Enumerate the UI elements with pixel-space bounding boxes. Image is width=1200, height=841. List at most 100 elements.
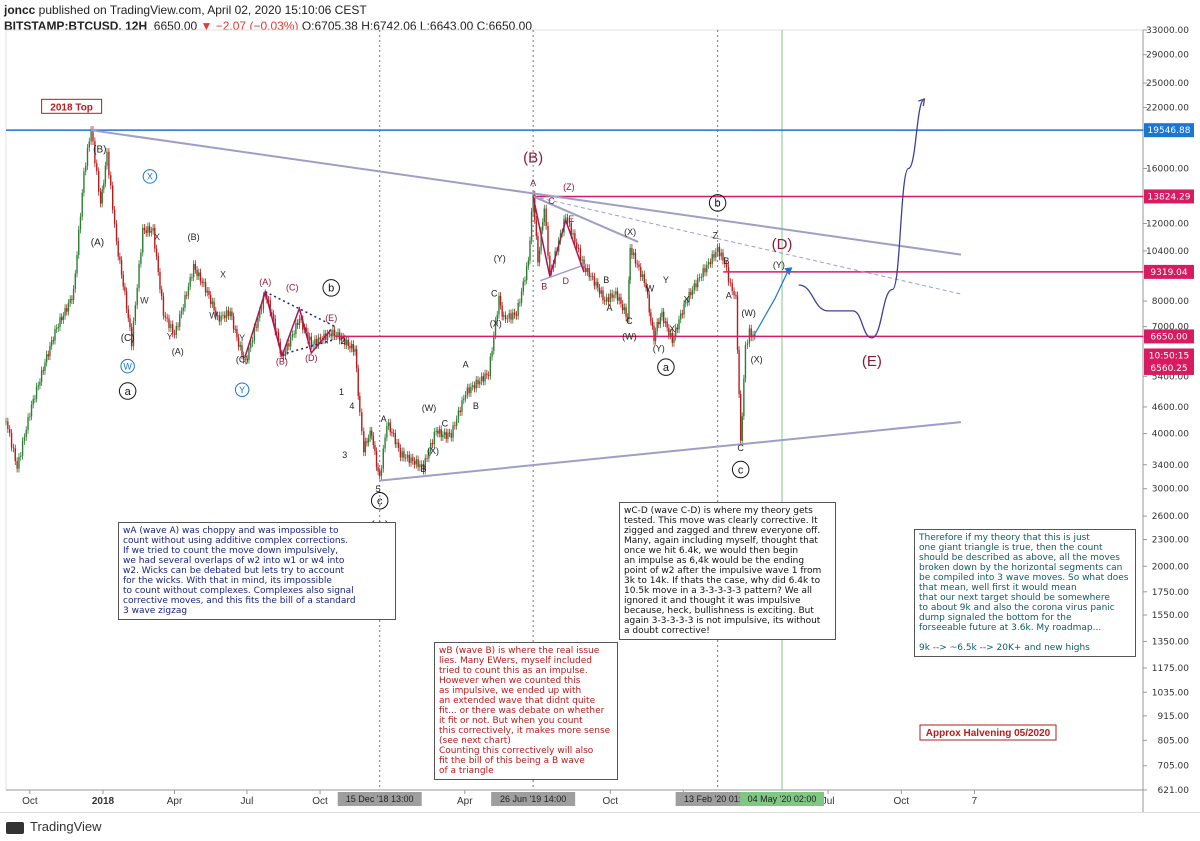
- wave-label: (A): [259, 277, 271, 287]
- price-tag-label: 6650.00: [1150, 332, 1187, 342]
- candle-body: [527, 260, 530, 266]
- candle-body: [67, 302, 70, 312]
- candle-body: [602, 290, 604, 301]
- wave-label: (B): [188, 232, 200, 242]
- y-tick-label: 2600.00: [1152, 512, 1189, 522]
- tradingview-logo[interactable]: TradingView: [6, 819, 102, 834]
- tag-halving: Approx Halvening 05/2020: [926, 728, 1051, 739]
- candle-body: [574, 233, 576, 243]
- candle-body: [9, 428, 11, 433]
- candle-body: [452, 425, 454, 438]
- candle-body: [234, 329, 236, 330]
- candle-body: [83, 171, 85, 193]
- projection-path: [753, 269, 789, 336]
- candle-body: [366, 441, 368, 443]
- candle-body: [250, 342, 252, 349]
- candle-body: [286, 343, 288, 352]
- projection-arrowhead: [784, 267, 793, 276]
- candle-body: [632, 252, 635, 256]
- trend-line: [281, 338, 336, 356]
- candle-body: [615, 291, 617, 295]
- x-highlight-box: [675, 792, 760, 806]
- candle-body: [668, 327, 670, 336]
- wave-label: A: [726, 291, 732, 301]
- candle-body: [289, 336, 292, 347]
- wave-label: 3: [342, 450, 347, 460]
- x-highlight-box: [740, 792, 825, 806]
- x-tick-label: 2018: [92, 796, 115, 807]
- candle-body: [21, 441, 24, 456]
- candle-body: [150, 230, 153, 233]
- wave-label: D: [563, 276, 570, 286]
- wave-label: E: [568, 214, 574, 224]
- candle-body: [45, 354, 48, 363]
- candle-body: [103, 183, 105, 190]
- y-tick-label: 1035.00: [1152, 688, 1189, 698]
- candle-body: [349, 345, 351, 349]
- candle-body: [673, 336, 675, 343]
- candle-body: [743, 378, 745, 417]
- candle-body: [401, 451, 403, 458]
- candle-body: [380, 468, 383, 476]
- candle-body: [506, 318, 509, 320]
- candle-body: [397, 442, 400, 448]
- candle-body: [295, 323, 297, 334]
- candle-body: [134, 305, 137, 322]
- candle-body: [357, 368, 359, 397]
- candle-body: [686, 301, 689, 303]
- author-name[interactable]: joncc: [4, 3, 36, 17]
- candle-body: [394, 433, 397, 445]
- y-tick-label: 3400.00: [1152, 461, 1189, 471]
- x-tick-label: Oct: [312, 796, 328, 807]
- wave-label: C: [737, 443, 744, 453]
- roadmap-curve: [798, 98, 925, 339]
- candle-body: [480, 376, 483, 382]
- candle-body: [440, 429, 442, 438]
- candle-body: [251, 340, 254, 343]
- candle-body: [88, 141, 90, 148]
- wave-label: (W): [622, 331, 637, 341]
- candle-body: [443, 432, 446, 435]
- candle-body: [661, 311, 663, 317]
- wave-label: W: [140, 295, 149, 305]
- candle-body: [225, 310, 228, 319]
- candle-body: [525, 265, 528, 281]
- trend-line: [532, 195, 639, 243]
- candle-body: [184, 295, 186, 308]
- candle-body: [625, 307, 627, 318]
- candle-body: [355, 349, 358, 369]
- candle-body: [62, 315, 65, 321]
- wave-label: C: [548, 196, 555, 206]
- candle-body: [191, 277, 193, 279]
- candle-body: [645, 282, 647, 288]
- candle-body: [127, 309, 129, 319]
- candle-body: [25, 429, 27, 438]
- candle-body: [175, 326, 177, 335]
- candle-body: [328, 333, 331, 335]
- wave-label: b: [715, 198, 721, 210]
- candle-body: [344, 338, 346, 346]
- candle-body: [535, 219, 538, 237]
- candle-body: [618, 297, 620, 301]
- wave-label: A: [606, 303, 612, 313]
- candle-body: [372, 435, 375, 445]
- candle-body: [429, 442, 432, 452]
- candle-body: [433, 431, 436, 445]
- candle-body: [736, 295, 739, 350]
- candle-body: [403, 451, 405, 458]
- wave-label: 1: [339, 387, 344, 397]
- wave-label: (C): [286, 283, 299, 293]
- candle-body: [724, 260, 726, 264]
- y-tick-label: 29000.00: [1146, 51, 1189, 61]
- candle-body: [547, 225, 549, 256]
- candle-body: [10, 432, 13, 448]
- wave-label: (C): [121, 333, 135, 344]
- candle-body: [711, 254, 713, 264]
- wave-label: X: [154, 232, 160, 242]
- candle-body: [352, 343, 355, 352]
- candle-body: [90, 129, 92, 142]
- candle-body: [597, 281, 599, 288]
- x-tick-label: Apr: [457, 796, 473, 807]
- wave-label: W: [123, 361, 132, 371]
- candle-body: [517, 302, 519, 316]
